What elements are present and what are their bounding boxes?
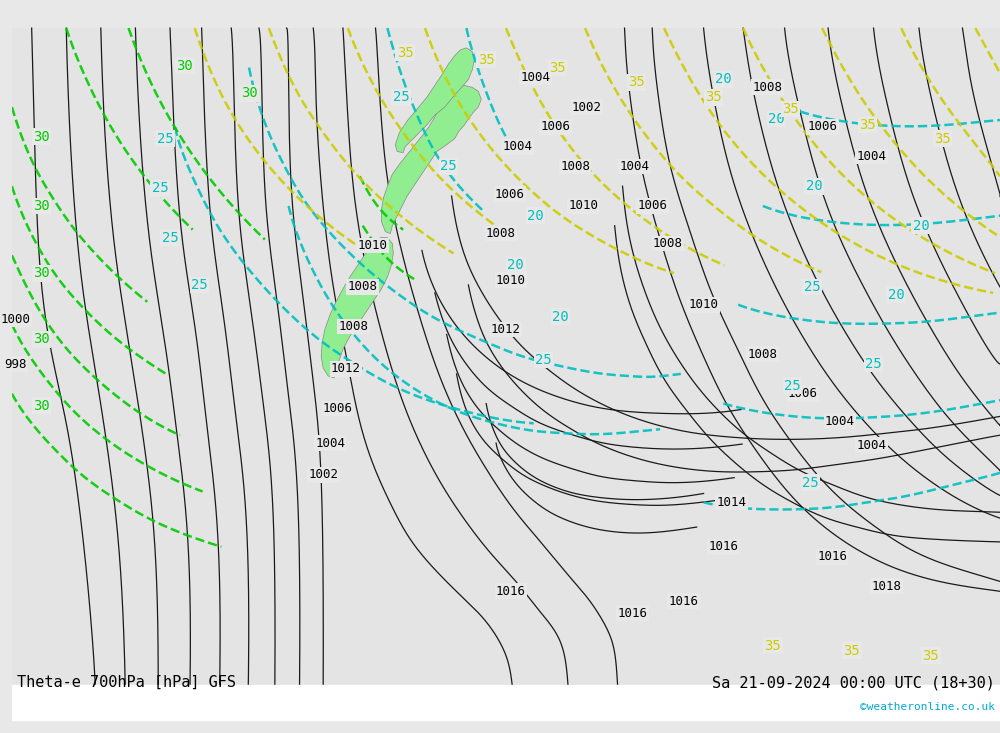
- Text: 1006: 1006: [787, 387, 817, 400]
- Text: 20: 20: [913, 218, 929, 232]
- Text: 1008: 1008: [753, 81, 783, 94]
- Text: 1010: 1010: [568, 199, 598, 213]
- Text: Sa 21-09-2024 00:00 UTC (18+30): Sa 21-09-2024 00:00 UTC (18+30): [712, 675, 995, 690]
- Text: 30: 30: [176, 59, 193, 73]
- Polygon shape: [381, 85, 481, 234]
- Text: 30: 30: [33, 266, 50, 280]
- Text: 30: 30: [33, 332, 50, 346]
- Text: 35: 35: [549, 61, 566, 75]
- Text: 20: 20: [715, 73, 732, 86]
- Text: 35: 35: [922, 649, 939, 663]
- Text: 30: 30: [33, 399, 50, 413]
- Polygon shape: [12, 28, 1000, 700]
- Text: 1012: 1012: [491, 323, 521, 336]
- Text: 1008: 1008: [339, 320, 369, 333]
- Text: 1006: 1006: [323, 402, 353, 415]
- Text: 1010: 1010: [358, 239, 388, 252]
- Text: 35: 35: [934, 132, 951, 146]
- Text: 35: 35: [859, 118, 876, 132]
- Text: 35: 35: [843, 644, 860, 658]
- Text: 20: 20: [768, 112, 785, 126]
- Text: 25: 25: [804, 280, 821, 294]
- Text: 1004: 1004: [315, 437, 345, 449]
- Text: 35: 35: [764, 638, 781, 652]
- Text: 25: 25: [162, 231, 178, 245]
- Text: 1000: 1000: [1, 313, 31, 326]
- Text: 998: 998: [5, 358, 27, 370]
- Text: 1016: 1016: [669, 594, 699, 608]
- Text: 1008: 1008: [653, 237, 683, 250]
- Text: 35: 35: [478, 53, 495, 67]
- Text: 30: 30: [33, 130, 50, 144]
- Text: 25: 25: [157, 132, 173, 146]
- Text: 1010: 1010: [689, 298, 719, 312]
- Text: 1006: 1006: [807, 120, 837, 133]
- Text: 1002: 1002: [308, 468, 338, 481]
- Text: Theta-e 700hPa [hPa] GFS: Theta-e 700hPa [hPa] GFS: [17, 675, 236, 690]
- Text: 1018: 1018: [871, 580, 901, 593]
- Text: 1006: 1006: [495, 188, 525, 201]
- Text: 20: 20: [806, 179, 823, 194]
- Text: 1008: 1008: [486, 227, 516, 240]
- Text: 35: 35: [705, 90, 722, 104]
- Text: 25: 25: [440, 159, 457, 174]
- Text: 1006: 1006: [540, 120, 570, 133]
- Text: 1008: 1008: [348, 281, 378, 293]
- Text: 25: 25: [535, 353, 552, 367]
- Text: 25: 25: [152, 181, 168, 195]
- Text: 25: 25: [865, 357, 882, 371]
- Polygon shape: [321, 237, 393, 378]
- Text: 1008: 1008: [748, 347, 778, 361]
- Text: 1004: 1004: [619, 160, 649, 173]
- Text: 1004: 1004: [857, 438, 887, 452]
- Text: 1016: 1016: [708, 540, 738, 553]
- Text: 1012: 1012: [331, 363, 361, 375]
- Text: 30: 30: [241, 86, 257, 100]
- Text: 20: 20: [507, 258, 524, 272]
- Text: 1004: 1004: [503, 140, 533, 153]
- Text: 25: 25: [784, 379, 801, 393]
- Text: 1006: 1006: [637, 199, 667, 213]
- Text: 35: 35: [397, 45, 414, 60]
- Polygon shape: [395, 48, 474, 152]
- Text: 30: 30: [33, 199, 50, 213]
- Text: 35: 35: [628, 75, 645, 89]
- Text: 1014: 1014: [716, 496, 746, 509]
- Text: 1016: 1016: [817, 550, 847, 563]
- Text: 20: 20: [552, 309, 569, 323]
- Text: ©weatheronline.co.uk: ©weatheronline.co.uk: [860, 701, 995, 712]
- Text: 1002: 1002: [572, 100, 602, 114]
- Text: 20: 20: [527, 209, 544, 223]
- Text: 1016: 1016: [617, 606, 647, 619]
- Text: 1004: 1004: [857, 150, 887, 163]
- Text: 25: 25: [393, 90, 410, 104]
- Text: 1010: 1010: [496, 273, 526, 287]
- Text: 25: 25: [802, 476, 819, 490]
- Text: 1004: 1004: [825, 415, 855, 428]
- Text: 35: 35: [782, 102, 799, 116]
- Text: 1004: 1004: [521, 71, 551, 84]
- Text: 25: 25: [191, 278, 208, 292]
- Bar: [12, 685, 1000, 720]
- Text: 1016: 1016: [496, 585, 526, 598]
- Text: 20: 20: [888, 288, 905, 302]
- Text: 1008: 1008: [560, 160, 590, 173]
